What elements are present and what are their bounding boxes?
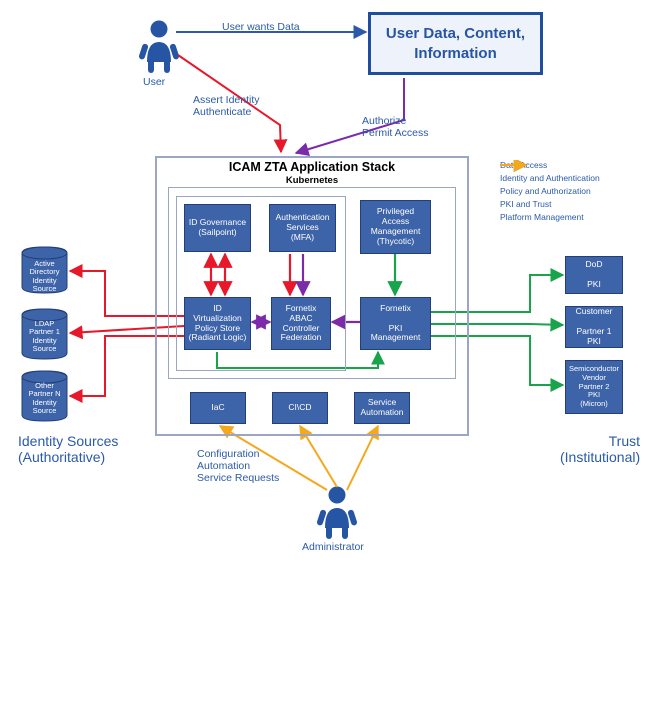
stack-title: ICAM ZTA Application Stack [155,160,469,174]
cyl-ldap-label: LDAPPartner 1IdentitySource [22,320,67,353]
assert-identity-label: Assert Identity [193,94,260,106]
node-id-virtualization: ID VirtualizationPolicy Store(Radiant Lo… [184,297,251,350]
user-label: User [143,76,165,88]
title-l2: Information [414,45,497,62]
admin-icon [316,487,358,540]
authorize-label: Authorize [362,115,406,127]
title-l1: User Data, Content, [386,25,525,42]
user-data-title-box: User Data, Content, Information [368,12,543,75]
node-svc-auto: ServiceAutomation [354,392,410,424]
kubernetes-label: Kubernetes [168,175,456,186]
user-icon [138,21,180,74]
authenticate-label: Authenticate [193,106,251,118]
cyl-ad-label: Active DirectoryIdentitySource [22,260,67,293]
node-abac: FornetixABACControllerFederation [271,297,331,350]
config-label: ConfigurationAutomationService Requests [197,448,279,484]
node-pam: PrivilegedAccessManagement(Thycotic) [360,200,431,254]
node-pki-mgmt: FornetixPKIManagement [360,297,431,350]
legend: Data Access Identity and Authentication … [500,160,600,225]
admin-label: Administrator [302,541,364,553]
identity-sources-caption: Identity Sources(Authoritative) [18,433,118,465]
node-auth-services: AuthenticationServices(MFA) [269,204,336,252]
cyl-other-label: OtherPartner NIdentitySource [22,382,67,415]
node-iac: IaC [190,392,246,424]
node-cicd: CI\CD [272,392,328,424]
permit-access-label: Permit Access [362,127,429,139]
user-wants-data-label: User wants Data [222,21,300,33]
node-id-governance: ID Governance(Sailpoint) [184,204,251,252]
